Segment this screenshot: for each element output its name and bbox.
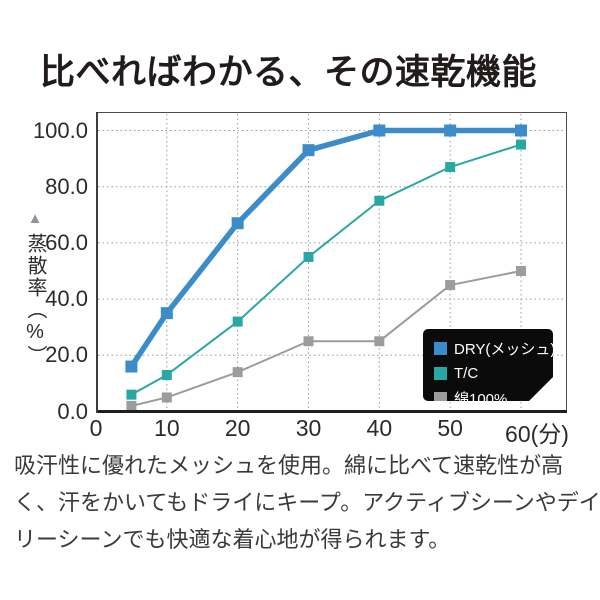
chart-legend: DRY(メッシュ) T/C 綿100% (423, 329, 553, 401)
dry-swatch-icon (434, 342, 447, 355)
description-text: 吸汗性に優れたメッシュを使用。綿に比べて速乾性が高 く、汗をかいてもドライにキー… (14, 447, 600, 558)
legend-item-label: DRY(メッシュ) (454, 341, 556, 358)
x-tick-label: 20 (224, 415, 251, 441)
y-tick-label: 40.0 (45, 286, 88, 312)
description-line: 吸汗性に優れたメッシュを使用。綿に比べて速乾性が高 (14, 453, 564, 478)
y-axis-title: ▲ 蒸散率（%） (21, 211, 49, 372)
x-tick-label: 0 (89, 415, 103, 441)
legend-item-tc: T/C (434, 361, 553, 386)
legend-item-label: T/C (454, 365, 479, 382)
x-tick-label: 50 (437, 415, 463, 441)
y-axis-label: 蒸散率（%） (24, 233, 46, 367)
legend-item-dry: DRY(メッシュ) (434, 336, 553, 361)
y-tick-label: 20.0 (45, 342, 88, 368)
y-tick-label: 60.0 (45, 229, 88, 255)
x-tick-label: 30 (295, 415, 322, 441)
description-line: く、汗をかいてもドライにキープ。アクティブシーンやデイ (14, 490, 600, 515)
y-tick-label: 100.0 (32, 117, 88, 143)
tc-swatch-icon (434, 367, 447, 380)
page-title: 比べればわかる、その速乾機能 (40, 53, 538, 92)
up-triangle-icon: ▲ (27, 210, 43, 227)
x-tick-label: 40 (366, 415, 393, 441)
x-tick-label: 60(分) (505, 421, 569, 447)
y-tick-label: 80.0 (45, 173, 88, 199)
description-line: リーシーンでも快適な着心地が得られます。 (14, 527, 451, 552)
x-tick-label: 10 (154, 415, 180, 441)
line-chart (96, 112, 567, 413)
y-tick-label: 0.0 (57, 398, 88, 424)
